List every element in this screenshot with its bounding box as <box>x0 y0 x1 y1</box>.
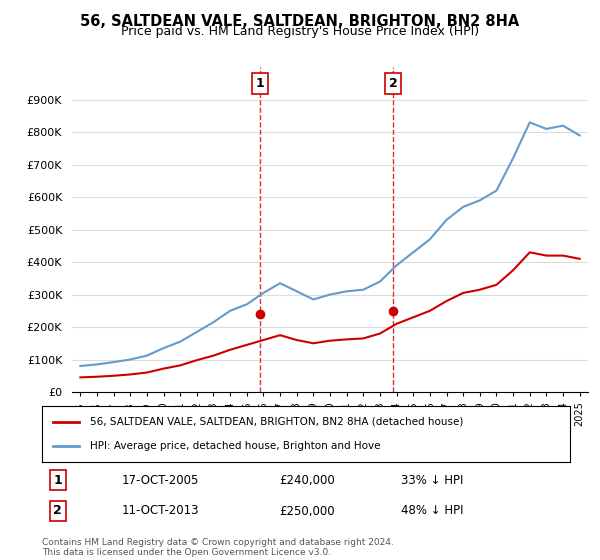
Text: HPI: Average price, detached house, Brighton and Hove: HPI: Average price, detached house, Brig… <box>89 441 380 451</box>
Text: £240,000: £240,000 <box>280 474 335 487</box>
Text: 56, SALTDEAN VALE, SALTDEAN, BRIGHTON, BN2 8HA: 56, SALTDEAN VALE, SALTDEAN, BRIGHTON, B… <box>80 14 520 29</box>
Text: £250,000: £250,000 <box>280 505 335 517</box>
Text: 48% ↓ HPI: 48% ↓ HPI <box>401 505 464 517</box>
Text: 1: 1 <box>53 474 62 487</box>
Text: 2: 2 <box>53 505 62 517</box>
Text: 11-OCT-2013: 11-OCT-2013 <box>121 505 199 517</box>
Text: Price paid vs. HM Land Registry's House Price Index (HPI): Price paid vs. HM Land Registry's House … <box>121 25 479 38</box>
Text: 17-OCT-2005: 17-OCT-2005 <box>121 474 199 487</box>
Text: 56, SALTDEAN VALE, SALTDEAN, BRIGHTON, BN2 8HA (detached house): 56, SALTDEAN VALE, SALTDEAN, BRIGHTON, B… <box>89 417 463 427</box>
Text: 2: 2 <box>389 77 398 90</box>
Text: 1: 1 <box>256 77 265 90</box>
Text: 33% ↓ HPI: 33% ↓ HPI <box>401 474 463 487</box>
Text: Contains HM Land Registry data © Crown copyright and database right 2024.
This d: Contains HM Land Registry data © Crown c… <box>42 538 394 557</box>
